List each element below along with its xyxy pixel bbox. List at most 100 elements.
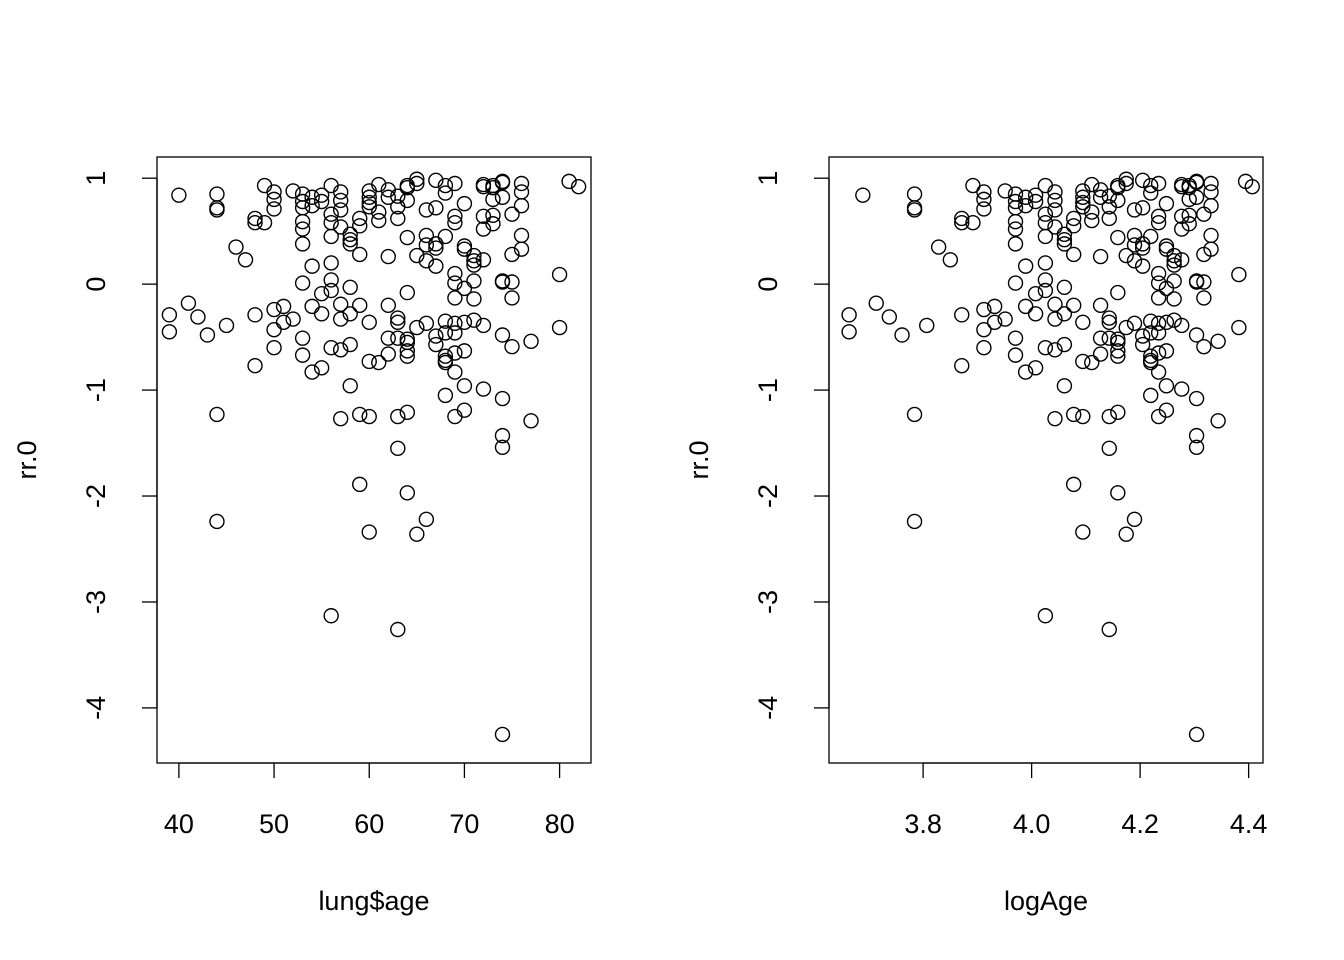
data-point bbox=[275, 298, 292, 315]
data-point bbox=[1075, 199, 1091, 215]
data-point bbox=[390, 408, 406, 425]
data-point bbox=[332, 311, 349, 327]
data-point bbox=[906, 202, 923, 218]
data-point bbox=[1143, 313, 1159, 329]
data-point bbox=[997, 183, 1013, 199]
y-tick-label: 0 bbox=[81, 277, 111, 292]
data-point bbox=[437, 348, 454, 364]
data-point bbox=[1118, 175, 1134, 192]
data-point bbox=[1150, 175, 1167, 192]
data-point bbox=[323, 255, 339, 271]
data-point bbox=[313, 360, 330, 376]
data-point bbox=[523, 413, 539, 429]
data-point bbox=[1101, 621, 1117, 638]
data-point bbox=[304, 298, 320, 315]
data-point bbox=[1203, 241, 1219, 257]
data-point bbox=[1065, 406, 1082, 423]
data-point bbox=[1037, 272, 1054, 288]
data-point bbox=[1126, 237, 1143, 253]
data-point bbox=[504, 206, 520, 222]
data-point bbox=[1143, 177, 1159, 194]
data-point bbox=[1027, 306, 1044, 322]
data-point bbox=[965, 214, 981, 231]
data-point bbox=[409, 171, 425, 187]
y-tick-label: 0 bbox=[753, 277, 783, 292]
data-point bbox=[1101, 210, 1117, 227]
data-point bbox=[1196, 206, 1212, 222]
data-point bbox=[361, 314, 377, 330]
data-point bbox=[428, 172, 444, 189]
data-point bbox=[1101, 188, 1117, 204]
data-point bbox=[954, 210, 970, 227]
data-point bbox=[247, 307, 263, 323]
data-point bbox=[1110, 192, 1126, 209]
data-point bbox=[304, 189, 320, 205]
data-point bbox=[1134, 336, 1151, 353]
data-point bbox=[1017, 364, 1034, 380]
data-point bbox=[1007, 330, 1024, 346]
x-tick-label: 40 bbox=[164, 809, 194, 839]
plot-frame bbox=[828, 156, 1264, 764]
data-point bbox=[428, 336, 444, 353]
data-point bbox=[504, 338, 520, 355]
data-point bbox=[1065, 476, 1082, 493]
data-point bbox=[380, 297, 396, 314]
data-point bbox=[361, 524, 377, 540]
data-point bbox=[513, 198, 530, 214]
data-point bbox=[1075, 194, 1091, 211]
x-axis: 40 50 60 70 80 bbox=[164, 762, 575, 839]
data-point bbox=[285, 183, 301, 199]
y-tick-label: 1 bbox=[753, 171, 783, 186]
data-point bbox=[1158, 378, 1175, 394]
data-point bbox=[313, 306, 330, 322]
data-point bbox=[180, 295, 197, 311]
data-point bbox=[1143, 348, 1159, 364]
data-point bbox=[1210, 413, 1226, 429]
data-point bbox=[361, 353, 377, 370]
data-point bbox=[855, 187, 871, 203]
data-point bbox=[1174, 252, 1190, 268]
data-point bbox=[1188, 274, 1205, 290]
data-point bbox=[1134, 240, 1151, 256]
data-point bbox=[380, 248, 396, 265]
data-point bbox=[1126, 202, 1143, 218]
data-point bbox=[1110, 348, 1126, 364]
data-point bbox=[342, 306, 358, 322]
data-point bbox=[247, 214, 263, 231]
data-point bbox=[313, 285, 330, 302]
data-point bbox=[447, 325, 463, 341]
data-point bbox=[399, 180, 416, 196]
data-point bbox=[1118, 171, 1134, 187]
data-point bbox=[352, 297, 368, 314]
data-point bbox=[380, 330, 396, 346]
data-point bbox=[1188, 726, 1205, 743]
data-point bbox=[256, 214, 273, 231]
data-point bbox=[399, 485, 416, 501]
data-point bbox=[906, 186, 923, 202]
data-point bbox=[1037, 608, 1054, 624]
data-point bbox=[1047, 202, 1063, 218]
data-point bbox=[437, 325, 454, 341]
data-point bbox=[1084, 204, 1100, 220]
data-point bbox=[504, 274, 520, 290]
data-point bbox=[456, 195, 473, 212]
data-point bbox=[1056, 236, 1073, 252]
data-point bbox=[1181, 207, 1197, 223]
data-point bbox=[266, 191, 282, 208]
data-point bbox=[399, 192, 416, 209]
data-point bbox=[313, 193, 330, 210]
data-point bbox=[428, 258, 444, 274]
data-point bbox=[323, 228, 339, 245]
data-point bbox=[1047, 296, 1063, 312]
data-point bbox=[1143, 185, 1159, 201]
x-axis-label: lung$age bbox=[318, 886, 429, 916]
data-point bbox=[342, 336, 358, 353]
data-point bbox=[313, 187, 330, 203]
data-point bbox=[1231, 319, 1247, 336]
data-point bbox=[1150, 290, 1167, 306]
data-point bbox=[399, 404, 416, 421]
data-point bbox=[494, 189, 511, 205]
data-point bbox=[1056, 336, 1073, 353]
data-point bbox=[266, 340, 282, 356]
